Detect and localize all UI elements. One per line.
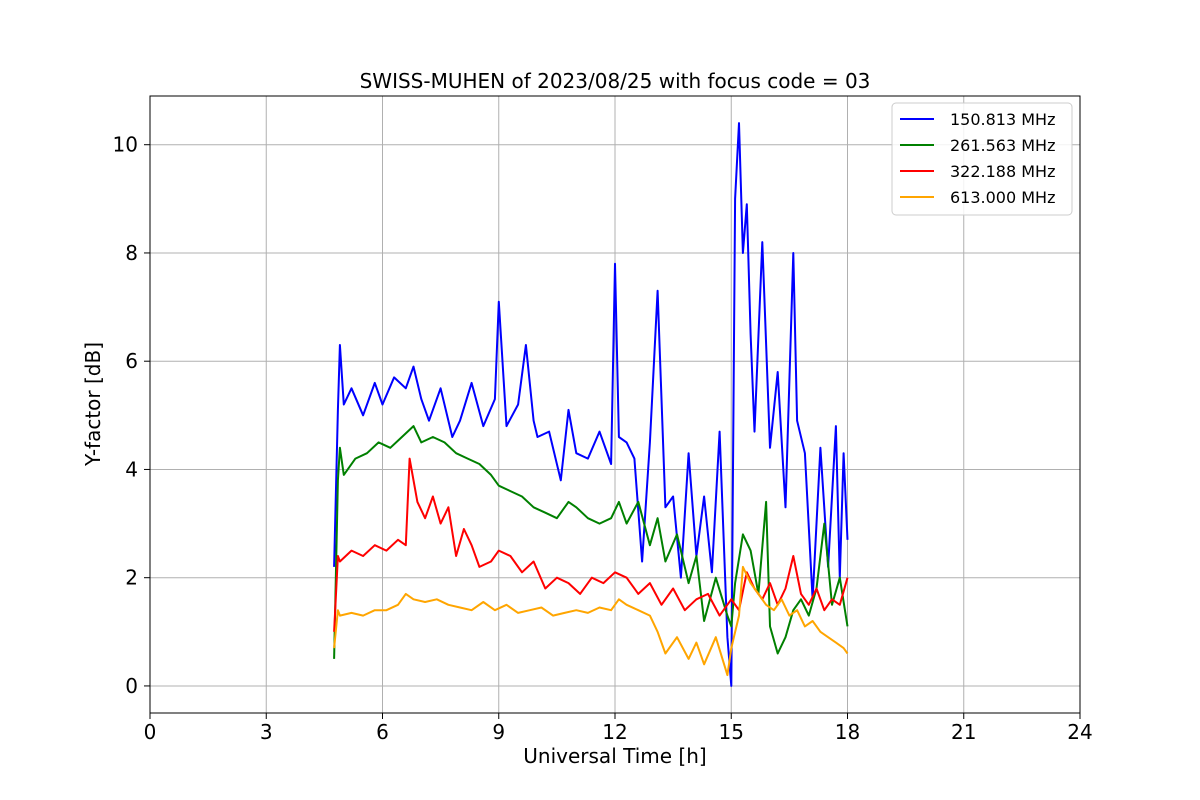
- y-tick-label: 0: [125, 674, 138, 698]
- legend: 150.813 MHz 261.563 MHz 322.188 MHz 613.000…: [891, 102, 1073, 216]
- legend-label: 261.563 MHz: [950, 136, 1055, 155]
- y-axis: 0 2 4 6 8 10: [113, 133, 150, 698]
- legend-box: [891, 102, 1073, 216]
- x-tick-label: 15: [719, 720, 744, 744]
- x-tick-label: 24: [1067, 720, 1092, 744]
- legend-label: 150.813 MHz: [950, 110, 1055, 129]
- series-line-3: [333, 457, 849, 632]
- legend-label: 322.188 MHz: [950, 162, 1055, 181]
- x-tick-label: 0: [144, 720, 157, 744]
- x-tick-label: 6: [376, 720, 389, 744]
- y-tick-label: 2: [125, 566, 138, 590]
- y-tick-label: 10: [113, 133, 138, 157]
- plot-lines: [333, 122, 849, 687]
- y-tick-label: 4: [125, 457, 138, 481]
- chart-title: SWISS-MUHEN of 2023/08/25 with focus cod…: [360, 69, 871, 93]
- x-tick-label: 12: [602, 720, 627, 744]
- x-axis: 0 3 6 9 12 15 18 21 24: [144, 713, 1093, 744]
- y-tick-label: 8: [125, 241, 138, 265]
- legend-label: 613.000 MHz: [950, 188, 1055, 207]
- x-axis-label: Universal Time [h]: [523, 744, 706, 768]
- x-tick-label: 3: [260, 720, 273, 744]
- series-line-4: [333, 565, 849, 677]
- series-line-1: [333, 122, 849, 687]
- y-axis-label: Y-factor [dB]: [81, 342, 105, 467]
- series-line-2: [333, 425, 849, 659]
- x-tick-label: 21: [951, 720, 976, 744]
- y-tick-label: 6: [125, 349, 138, 373]
- x-tick-label: 9: [492, 720, 505, 744]
- x-tick-label: 18: [835, 720, 860, 744]
